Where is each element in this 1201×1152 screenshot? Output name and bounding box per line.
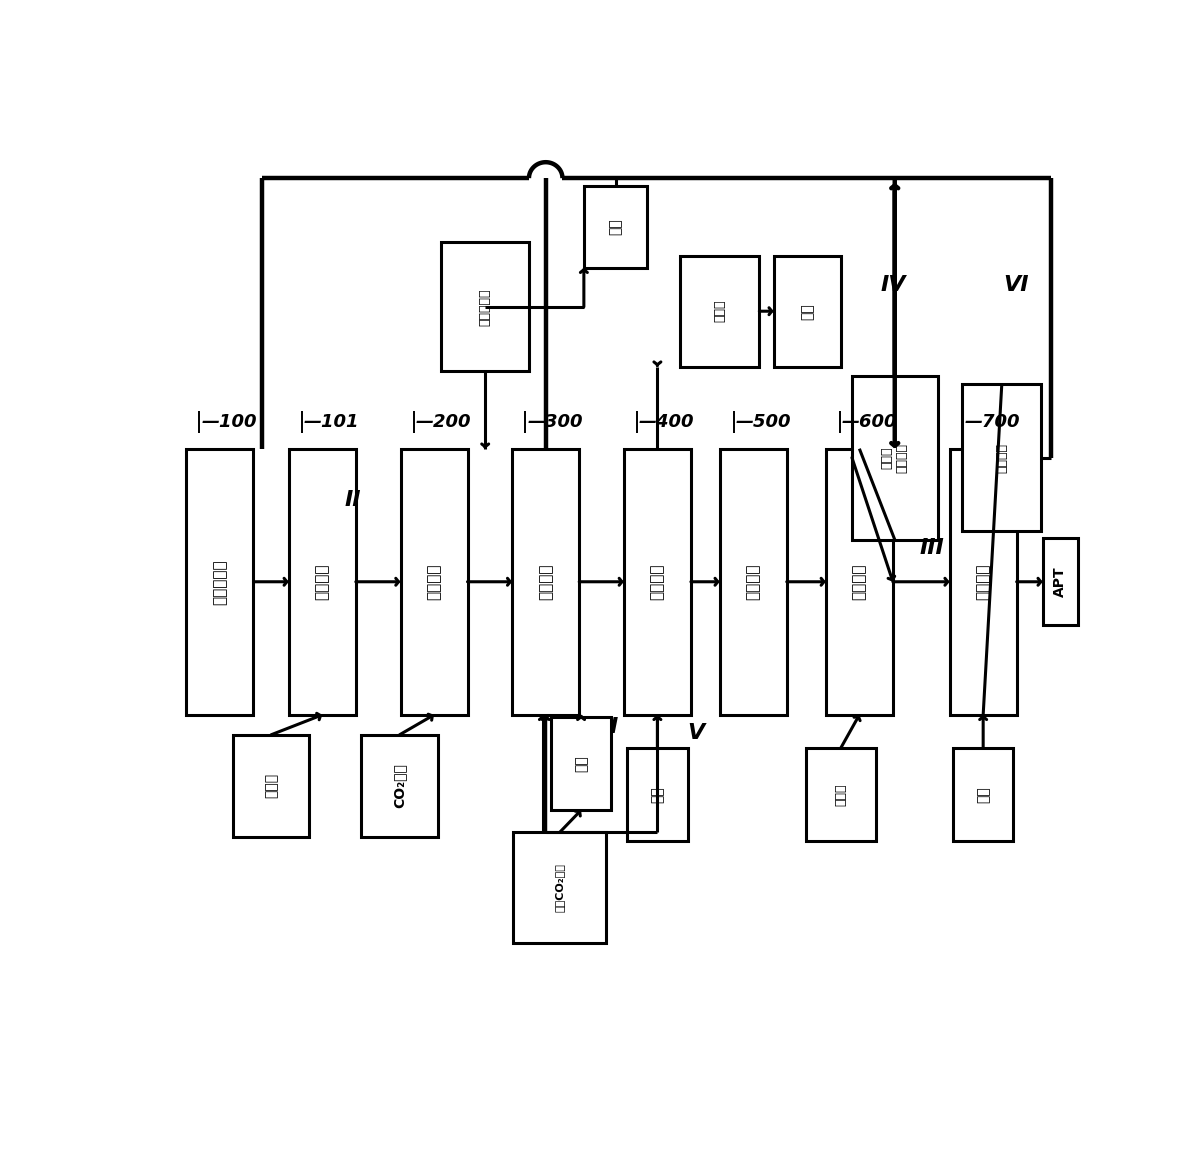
Text: CO₂气体: CO₂气体 bbox=[393, 764, 407, 809]
Text: —100: —100 bbox=[202, 414, 257, 431]
Text: —500: —500 bbox=[735, 414, 791, 431]
Text: II: II bbox=[345, 490, 362, 510]
Bar bbox=[806, 748, 876, 841]
Bar bbox=[186, 449, 253, 714]
Bar bbox=[950, 449, 1017, 714]
Text: 分离洗涤: 分离洗涤 bbox=[650, 563, 665, 600]
Bar bbox=[513, 833, 607, 943]
Bar bbox=[441, 242, 530, 371]
Bar bbox=[852, 376, 938, 539]
Text: 蒸水: 蒸水 bbox=[976, 787, 990, 803]
Bar bbox=[584, 187, 647, 267]
Bar bbox=[826, 449, 892, 714]
Text: —300: —300 bbox=[527, 414, 582, 431]
Text: 分离洗涤: 分离洗涤 bbox=[975, 563, 991, 600]
Bar bbox=[551, 717, 611, 810]
Text: 生料配制: 生料配制 bbox=[315, 563, 330, 600]
Bar bbox=[233, 735, 310, 836]
Bar bbox=[719, 449, 787, 714]
Bar bbox=[773, 256, 841, 366]
Text: APT: APT bbox=[1053, 567, 1068, 597]
Text: 蒸氨: 蒸氨 bbox=[574, 756, 588, 772]
Bar bbox=[962, 385, 1041, 531]
Text: I: I bbox=[610, 718, 617, 737]
Text: 矿化剂: 矿化剂 bbox=[264, 773, 279, 798]
Text: 循环溶液: 循环溶液 bbox=[996, 442, 1009, 472]
Text: 钨矿物原料: 钨矿物原料 bbox=[213, 559, 227, 605]
Text: IV: IV bbox=[880, 274, 906, 295]
Text: VI: VI bbox=[1003, 274, 1028, 295]
Text: III: III bbox=[920, 538, 944, 558]
Text: —700: —700 bbox=[964, 414, 1020, 431]
Text: 氨气和
二氧化碳: 氨气和 二氧化碳 bbox=[880, 442, 909, 472]
Bar bbox=[400, 449, 467, 714]
Text: —400: —400 bbox=[639, 414, 694, 431]
Text: 熟料浸出: 熟料浸出 bbox=[538, 563, 554, 600]
Bar bbox=[362, 735, 437, 836]
Text: —200: —200 bbox=[416, 414, 471, 431]
Text: 蒸养水: 蒸养水 bbox=[835, 783, 847, 806]
Text: 固种: 固种 bbox=[609, 219, 622, 235]
Text: 废出道: 废出道 bbox=[713, 300, 727, 323]
Text: 蒸发结晶: 蒸发结晶 bbox=[852, 563, 867, 600]
Bar bbox=[1042, 538, 1078, 626]
Bar bbox=[623, 449, 691, 714]
Bar bbox=[288, 449, 355, 714]
Bar bbox=[952, 748, 1014, 841]
Text: V: V bbox=[687, 722, 704, 743]
Text: 工业CO₂气体: 工业CO₂气体 bbox=[555, 863, 564, 912]
Text: 熟料烧成: 熟料烧成 bbox=[426, 563, 442, 600]
Text: —101: —101 bbox=[304, 414, 359, 431]
Text: 蒸水: 蒸水 bbox=[651, 787, 664, 803]
Text: 补充碳酸铵: 补充碳酸铵 bbox=[479, 288, 491, 326]
Text: 存道: 存道 bbox=[800, 303, 814, 319]
Text: —600: —600 bbox=[842, 414, 897, 431]
Text: 溶液净化: 溶液净化 bbox=[746, 563, 760, 600]
Bar bbox=[627, 748, 688, 841]
Bar bbox=[680, 256, 759, 366]
Bar bbox=[512, 449, 579, 714]
